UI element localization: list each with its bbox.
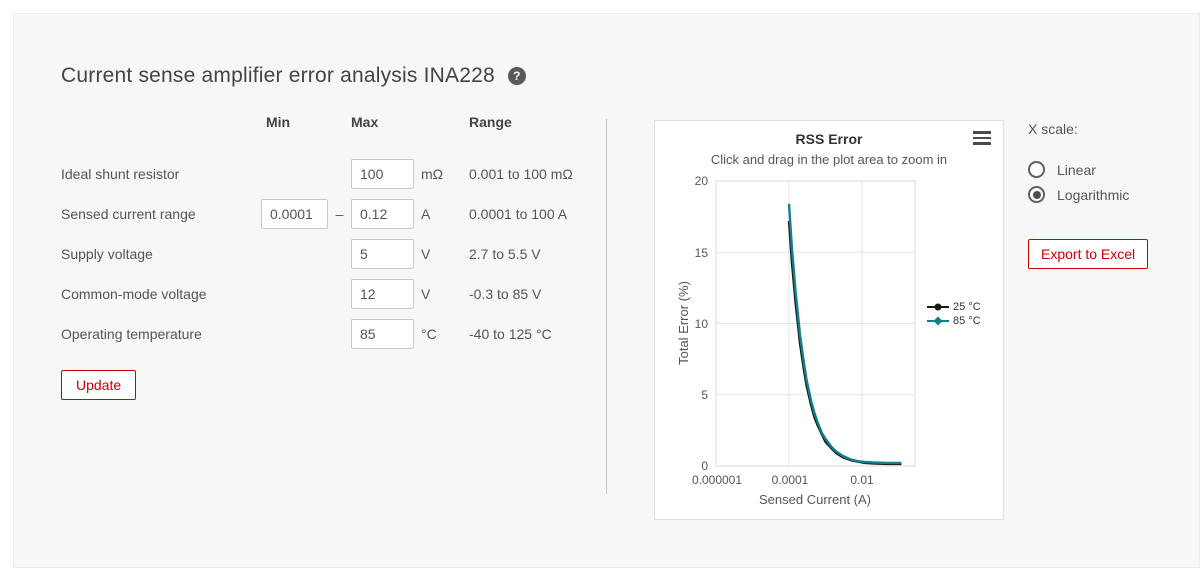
legend-marker-25c-icon bbox=[927, 303, 949, 311]
operating-temperature-input[interactable] bbox=[351, 319, 414, 349]
range-sensed-current: 0.0001 to 100 A bbox=[469, 206, 568, 222]
legend-item-85c[interactable]: 85 °C bbox=[927, 315, 981, 327]
unit-sensed-current: A bbox=[421, 206, 431, 222]
update-button[interactable]: Update bbox=[61, 370, 137, 400]
chart-title: RSS Error bbox=[795, 131, 863, 147]
y-tick-15: 15 bbox=[695, 246, 709, 260]
range-common-mode-voltage: -0.3 to 85 V bbox=[469, 286, 542, 302]
series-line-85°C bbox=[787, 203, 902, 465]
header-spacer bbox=[61, 121, 261, 148]
y-tick-0: 0 bbox=[701, 459, 708, 473]
unit-common-mode-voltage: V bbox=[421, 286, 431, 302]
title-row: Current sense amplifier error analysis I… bbox=[61, 64, 526, 88]
common-mode-voltage-input[interactable] bbox=[351, 279, 414, 309]
x-tick-1e-2: 0.01 bbox=[850, 473, 874, 487]
x-scale-option-logarithmic[interactable]: Logarithmic bbox=[1028, 186, 1129, 203]
supply-voltage-input[interactable] bbox=[351, 239, 414, 269]
range-dash: – bbox=[335, 206, 344, 222]
unit-shunt-resistor: mΩ bbox=[421, 166, 444, 182]
chart-legend: 25 °C 85 °C bbox=[927, 301, 981, 327]
label-supply-voltage: Supply voltage bbox=[61, 246, 153, 262]
legend-label-25c: 25 °C bbox=[953, 301, 981, 313]
range-operating-temperature: -40 to 125 °C bbox=[469, 326, 552, 342]
x-scale-option-linear[interactable]: Linear bbox=[1028, 161, 1096, 178]
label-common-mode-voltage: Common-mode voltage bbox=[61, 286, 207, 302]
sensed-current-max-input[interactable] bbox=[351, 199, 414, 229]
vertical-divider bbox=[606, 119, 607, 494]
unit-operating-temperature: °C bbox=[421, 326, 437, 342]
range-shunt-resistor: 0.001 to 100 mΩ bbox=[469, 166, 573, 182]
linear-radio-label: Linear bbox=[1057, 161, 1096, 178]
x-scale-label: X scale: bbox=[1028, 121, 1078, 137]
shunt-resistor-max-input[interactable] bbox=[351, 159, 414, 189]
main-panel: Current sense amplifier error analysis I… bbox=[13, 13, 1200, 568]
help-icon[interactable]: ? bbox=[507, 67, 526, 85]
rss-error-chart: 0 5 10 15 20 0.000001 0.0001 0.01 Sensed… bbox=[676, 174, 916, 507]
export-to-excel-button[interactable]: Export to Excel bbox=[1028, 239, 1149, 269]
chart-menu-icon[interactable] bbox=[973, 131, 991, 148]
y-axis-label: Total Error (%) bbox=[676, 281, 691, 365]
label-operating-temperature: Operating temperature bbox=[61, 326, 202, 342]
chart-card: RSS Error Click and drag in the plot are… bbox=[654, 120, 1004, 520]
column-header-min: Min bbox=[266, 114, 291, 130]
parameter-form: Min Max Range Ideal shunt resistor mΩ 0.… bbox=[61, 114, 619, 354]
y-tick-5: 5 bbox=[701, 388, 708, 402]
legend-item-25c[interactable]: 25 °C bbox=[927, 301, 981, 313]
column-header-max: Max bbox=[351, 114, 379, 130]
legend-label-85c: 85 °C bbox=[953, 315, 981, 327]
x-axis-label: Sensed Current (A) bbox=[759, 492, 871, 507]
column-header-range: Range bbox=[469, 114, 512, 130]
chart-series-group bbox=[787, 203, 902, 466]
range-supply-voltage: 2.7 to 5.5 V bbox=[469, 246, 541, 262]
y-tick-10: 10 bbox=[695, 317, 709, 331]
unit-supply-voltage: V bbox=[421, 246, 431, 262]
sensed-current-min-input[interactable] bbox=[261, 199, 328, 229]
legend-marker-85c-icon bbox=[927, 316, 949, 326]
page-title: Current sense amplifier error analysis I… bbox=[61, 64, 495, 87]
linear-radio[interactable] bbox=[1028, 161, 1045, 178]
label-sensed-current-range: Sensed current range bbox=[61, 206, 196, 222]
logarithmic-radio[interactable] bbox=[1028, 186, 1045, 203]
chart-subtitle: Click and drag in the plot area to zoom … bbox=[710, 152, 948, 167]
logarithmic-radio-label: Logarithmic bbox=[1057, 186, 1130, 203]
label-ideal-shunt-resistor: Ideal shunt resistor bbox=[61, 166, 180, 182]
x-tick-1e-6: 0.000001 bbox=[692, 473, 742, 487]
y-tick-20: 20 bbox=[695, 174, 709, 188]
x-tick-1e-4: 0.0001 bbox=[772, 473, 809, 487]
